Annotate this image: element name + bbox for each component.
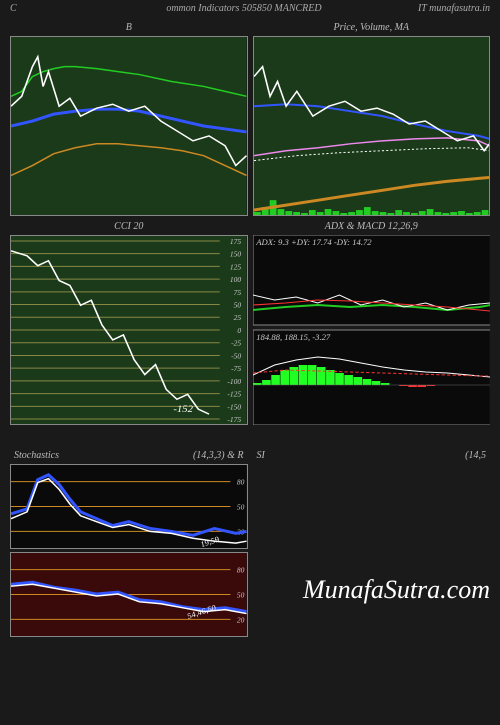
svg-text:20: 20 [237,617,245,625]
svg-text:-152: -152 [173,404,193,415]
svg-text:50: 50 [237,504,245,512]
rsi-title-row: SI (14,5 [253,450,491,464]
svg-text:175: 175 [230,238,242,246]
bollinger-panel [10,36,248,216]
price-ma-title: Price, Volume, MA [253,22,491,36]
svg-text:80: 80 [237,479,245,487]
stoch-rsi-wrap: Stochastics (14,3,3) & R 80502019,59 805… [10,450,248,637]
svg-text:150: 150 [230,251,242,259]
chart-grid: B Price, Volume, MA CCI 20 175 150 125 100 7… [0,17,500,642]
bollinger-title: B [10,22,248,36]
adx-macd-title: ADX & MACD 12,26,9 [253,221,491,235]
svg-text:-175: -175 [227,416,241,424]
cci-panel: 175 150 125 100 75 50 25 0 -25 -50 -75 -100 -125 -150… [10,235,248,425]
svg-text:-150: -150 [227,404,241,412]
svg-text:80: 80 [237,567,245,575]
header-right: IT munafasutra.in [418,3,490,14]
rsi-title-right: (14,5 [465,450,486,464]
svg-text:25: 25 [234,314,242,322]
price-ma-wrap: Price, Volume, MA [253,22,491,216]
rsi-title: SI [257,450,265,464]
svg-text:ADX: 9.3 +DY: 17.74 -DY: 14.7: ADX: 9.3 +DY: 17.74 -DY: 14.72 [255,238,371,247]
svg-text:-25: -25 [231,340,241,348]
svg-text:75: 75 [234,289,242,297]
svg-text:50: 50 [237,592,245,600]
svg-text:0: 0 [237,327,241,335]
page-header: C ommon Indicators 505850 MANCRED IT mun… [0,0,500,17]
svg-text:50: 50 [234,302,242,310]
adx-macd-panel: ADX: 9.3 +DY: 17.74 -DY: 14.72 184.88, 18… [253,235,491,425]
svg-text:100: 100 [230,276,242,284]
stoch-panel: 80502019,59 [10,464,248,549]
svg-text:-100: -100 [227,378,241,386]
header-left: C [10,3,30,14]
svg-text:-50: -50 [231,353,241,361]
price-ma-panel [253,36,491,216]
cci-wrap: CCI 20 175 150 125 100 75 50 25 0 -25 -50 -75 -100 -… [10,221,248,425]
svg-text:-125: -125 [227,391,241,399]
stoch-title-left: Stochastics [14,450,59,464]
bollinger-wrap: B [10,22,248,216]
adx-macd-wrap: ADX & MACD 12,26,9 ADX: 9.3 +DY: 17.74 -… [253,221,491,425]
cci-title: CCI 20 [10,221,248,235]
svg-text:184.88, 188.15, -3.27: 184.88, 188.15, -3.27 [256,333,331,342]
header-center: ommon Indicators 505850 MANCRED [30,3,418,14]
rsi-panel: 80502054,46,50 [10,552,248,637]
stoch-title-right: (14,3,3) & R [193,450,244,464]
svg-text:125: 125 [230,264,242,272]
svg-text:-75: -75 [231,365,241,373]
stoch-title-row: Stochastics (14,3,3) & R [10,450,248,464]
rsi-title-wrap: SI (14,5 [253,450,491,637]
